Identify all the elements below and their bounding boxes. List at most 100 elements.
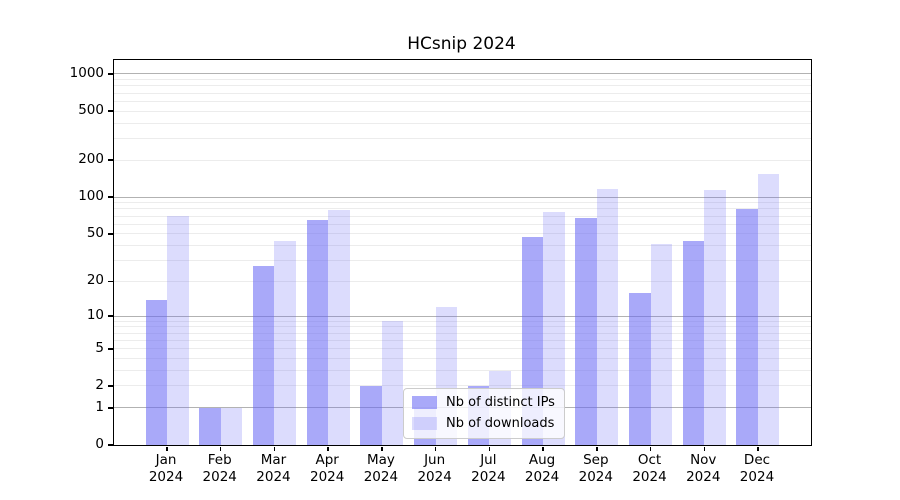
y-tick-mark (108, 315, 113, 317)
x-tick-label: Nov 2024 (686, 452, 721, 485)
bar-downloads-jan (167, 216, 189, 445)
bar-downloads-aug (543, 212, 565, 445)
legend-item-downloads: Nb of downloads (412, 416, 555, 431)
y-tick-label: 0 (95, 436, 104, 452)
bar-distinct-ips-sep (575, 217, 597, 445)
legend-swatch-downloads (412, 417, 437, 430)
minor-gridline (114, 85, 811, 87)
minor-gridline (114, 202, 811, 204)
y-tick-mark (108, 196, 113, 198)
y-tick-label: 50 (86, 224, 104, 241)
minor-gridline (114, 137, 811, 139)
y-tick-mark (108, 407, 113, 409)
bar-distinct-ips-mar (252, 266, 275, 445)
x-tick-label: Jul 2024 (471, 452, 506, 485)
major-gridline (114, 315, 811, 317)
minor-gridline (114, 280, 811, 282)
y-tick-mark (108, 233, 113, 235)
minor-gridline (114, 245, 811, 246)
minor-gridline (114, 332, 811, 334)
bar-distinct-ips-jan (145, 299, 167, 445)
x-tick-mark (219, 446, 222, 451)
x-tick-label: Aug 2024 (524, 452, 560, 485)
y-tick-label: 10 (86, 307, 104, 324)
minor-gridline (114, 223, 811, 225)
bar-distinct-ips-may (360, 385, 382, 445)
bar-downloads-oct (650, 244, 673, 445)
x-tick-label: May 2024 (363, 452, 399, 485)
legend-swatch-distinct-ips (412, 396, 437, 409)
y-tick-mark (108, 159, 113, 161)
minor-gridline (114, 358, 811, 360)
bar-downloads-sep (596, 188, 619, 445)
y-tick-label: 500 (78, 102, 104, 119)
minor-gridline (114, 215, 811, 217)
bar-downloads-feb (220, 407, 243, 445)
y-axis: 0 1 2 5 10 20 50 100 200 500 1000 (0, 59, 104, 452)
x-tick-mark (488, 446, 491, 451)
x-tick-mark (542, 446, 544, 451)
y-tick-label: 200 (78, 151, 104, 168)
bar-distinct-ips-dec (736, 208, 758, 445)
minor-gridline (114, 110, 811, 112)
y-tick-label: 5 (95, 339, 104, 356)
plot-area: Nb of distinct IPs Nb of downloads (108, 59, 812, 451)
bar-downloads-may (381, 321, 404, 445)
bar-downloads-mar (274, 240, 296, 445)
bar-downloads-dec (757, 173, 780, 445)
x-tick-label: Dec 2024 (739, 452, 775, 485)
y-tick-mark (108, 385, 113, 387)
bar-distinct-ips-feb (199, 407, 221, 445)
bar-downloads-apr (328, 210, 350, 445)
x-tick-mark (757, 446, 759, 451)
x-tick-label: Feb 2024 (202, 452, 237, 485)
y-tick-mark (108, 348, 113, 350)
x-tick-label: Jan 2024 (148, 452, 184, 485)
minor-gridline (114, 320, 811, 322)
x-tick-mark (434, 446, 437, 451)
x-tick-label: Mar 2024 (256, 452, 291, 485)
x-tick-mark (596, 446, 598, 451)
minor-gridline (114, 339, 811, 341)
bar-downloads-nov (704, 189, 726, 445)
minor-gridline (114, 159, 811, 161)
legend: Nb of distinct IPs Nb of downloads (403, 388, 565, 439)
x-tick-mark (273, 446, 276, 451)
chart-title: HCsnip 2024 (407, 34, 516, 54)
y-tick-label: 20 (86, 272, 104, 289)
bar-distinct-ips-oct (629, 292, 651, 445)
major-gridline (114, 196, 811, 198)
minor-gridline (114, 233, 811, 235)
x-tick-mark (381, 446, 383, 451)
y-tick-label: 1000 (69, 64, 104, 81)
minor-gridline (114, 370, 811, 372)
y-tick-label: 1 (95, 398, 104, 415)
minor-gridline (114, 260, 811, 262)
x-tick-label: Sep 2024 (578, 452, 613, 485)
y-tick-mark (108, 280, 113, 283)
major-gridline (114, 73, 811, 75)
legend-label-downloads: Nb of downloads (446, 416, 555, 431)
x-tick-label: Oct 2024 (632, 452, 667, 485)
minor-gridline (114, 348, 811, 350)
x-tick-label: Jun 2024 (417, 452, 452, 485)
x-tick-mark (327, 446, 329, 451)
x-tick-mark (166, 446, 168, 451)
x-tick-mark (703, 446, 706, 451)
y-tick-mark (108, 110, 113, 112)
minor-gridline (114, 100, 811, 102)
minor-gridline (114, 385, 811, 387)
x-tick-mark (649, 446, 652, 451)
y-tick-label: 2 (95, 376, 104, 393)
minor-gridline (114, 326, 811, 328)
legend-label-distinct-ips: Nb of distinct IPs (446, 395, 555, 410)
minor-gridline (114, 122, 811, 124)
y-tick-label: 100 (78, 188, 104, 205)
y-tick-mark (108, 444, 113, 446)
legend-item-distinct-ips: Nb of distinct IPs (412, 395, 555, 410)
x-axis: Jan 2024 Feb 2024 Mar 2024 Apr 2024 May 2024… (0, 452, 900, 494)
y-tick-mark (108, 73, 113, 75)
minor-gridline (114, 92, 811, 94)
x-tick-label: Apr 2024 (309, 452, 345, 485)
